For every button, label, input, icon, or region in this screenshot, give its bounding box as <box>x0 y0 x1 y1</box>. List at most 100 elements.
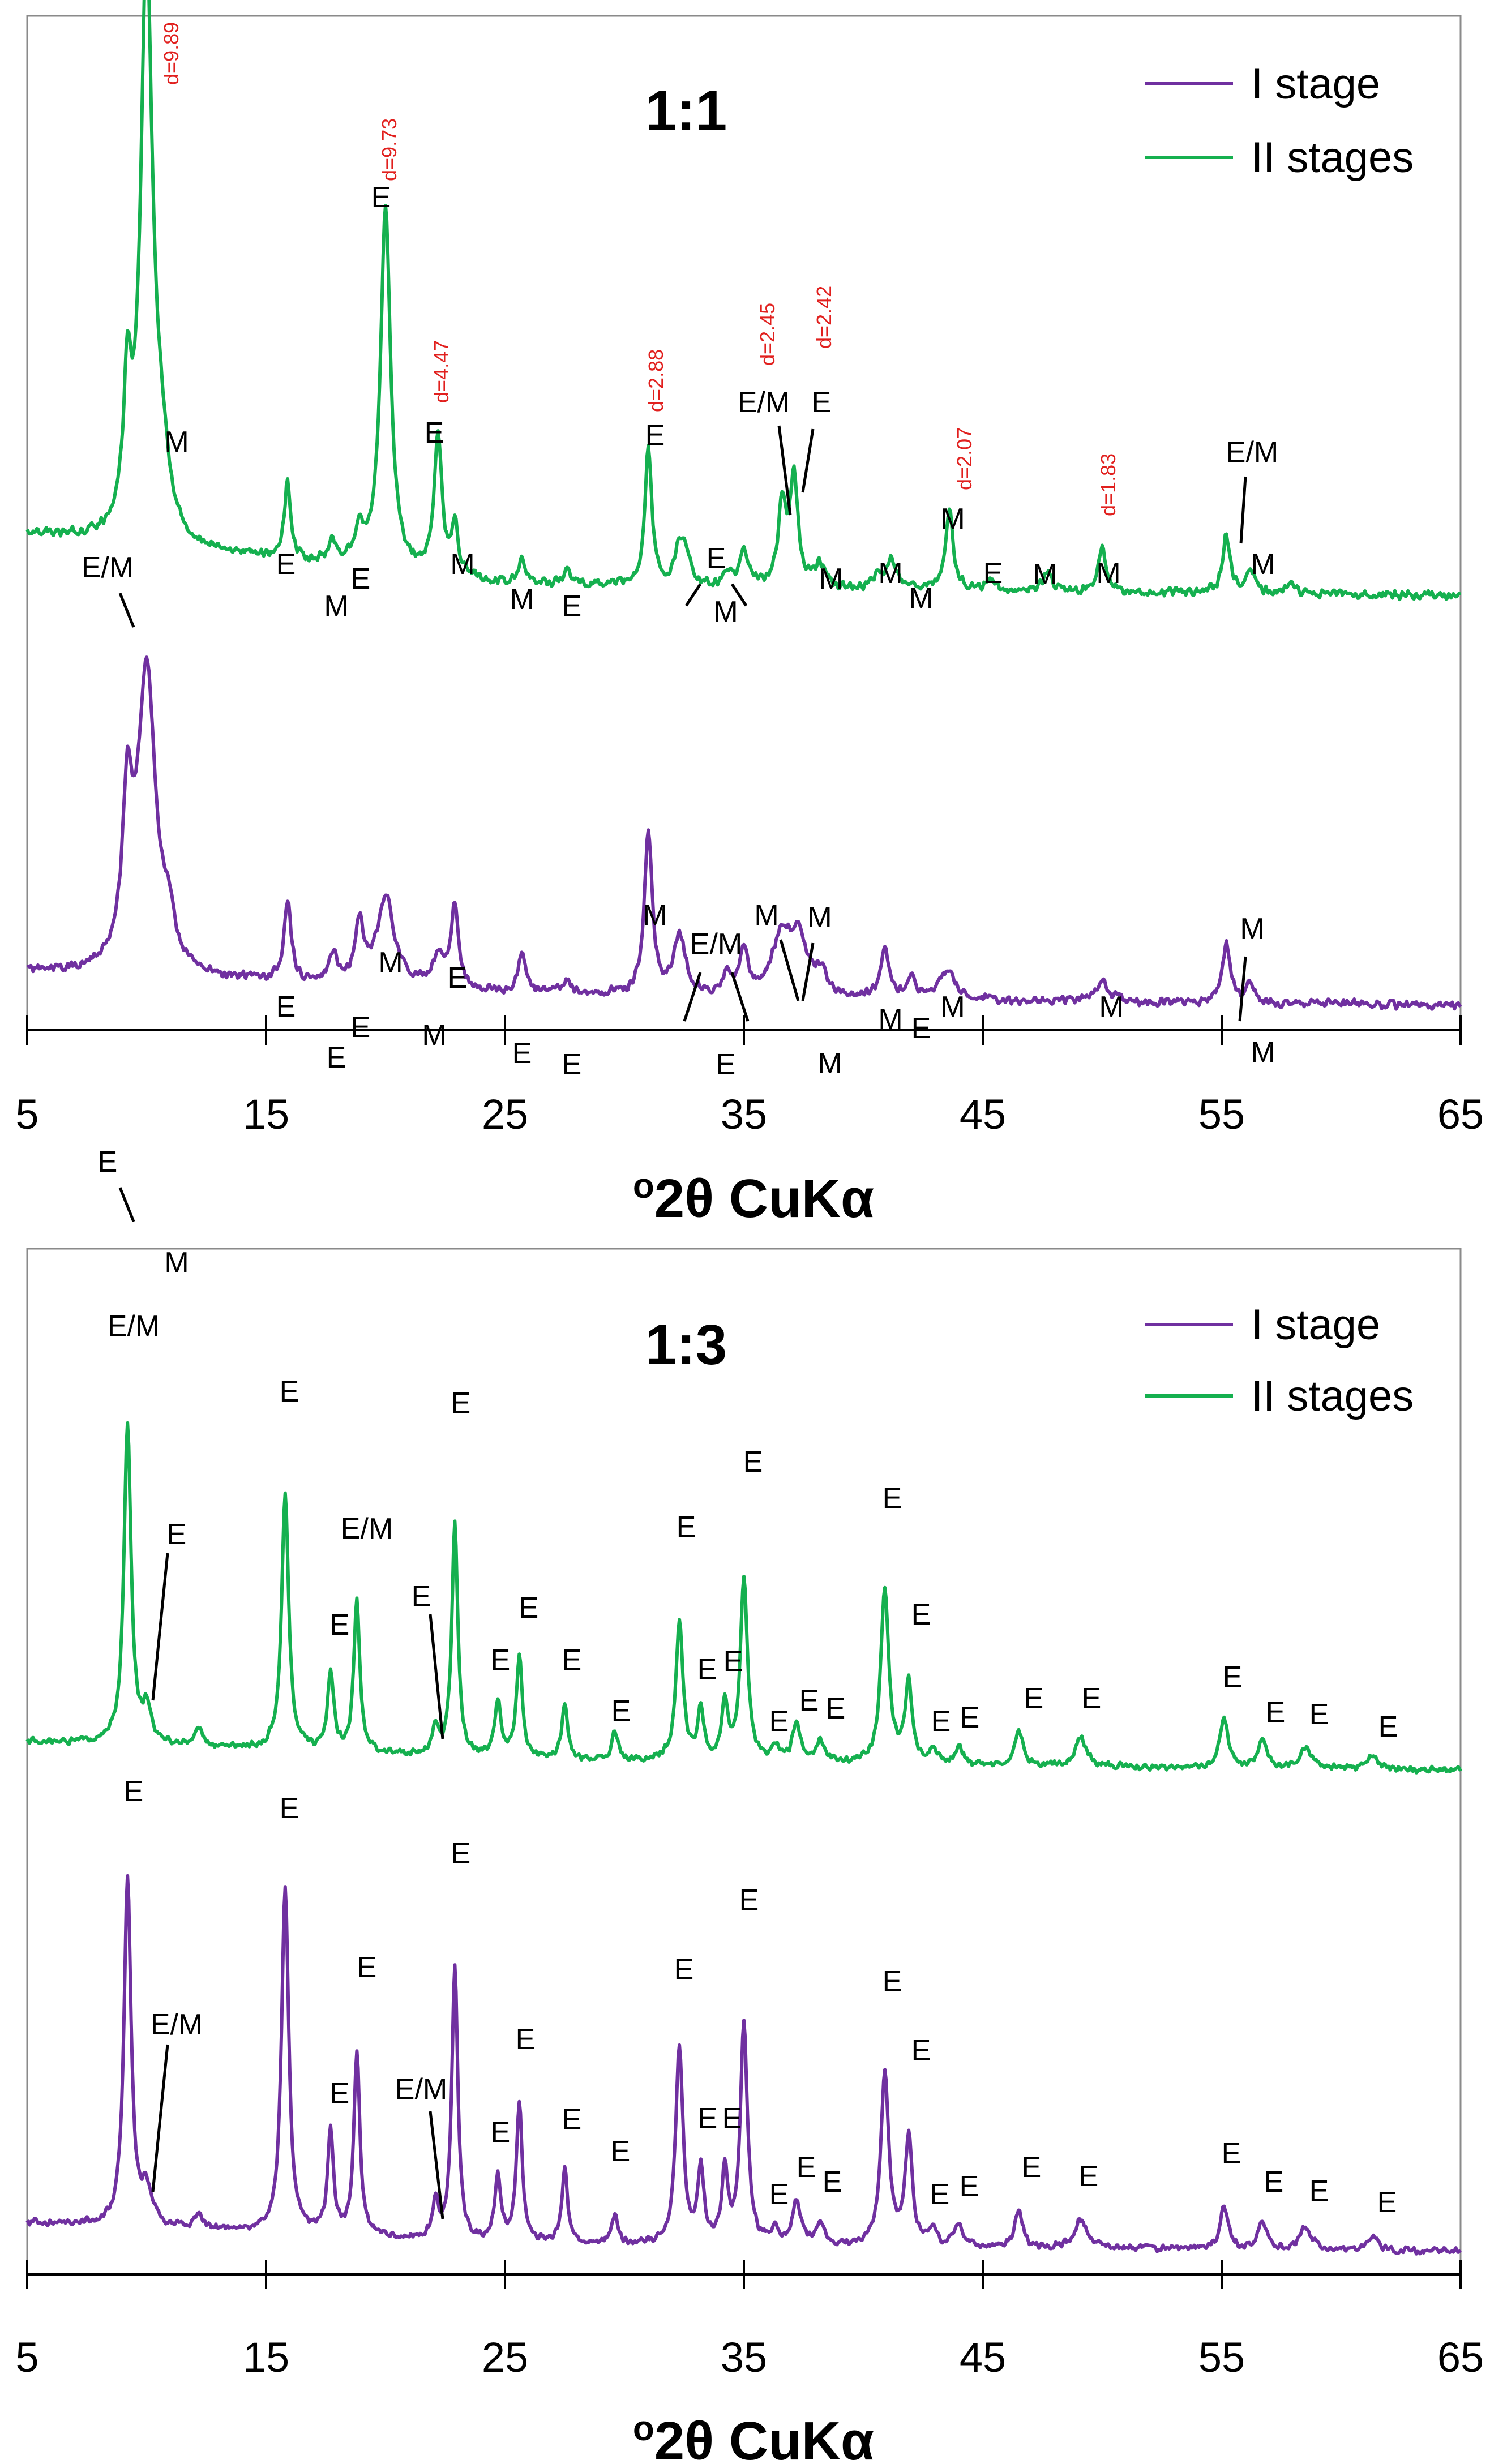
x-tick-label: 35 <box>721 1091 767 1138</box>
peak-phase-label: E <box>911 1599 931 1631</box>
peak-phase-label: E <box>1264 2166 1284 2199</box>
peak-phase-label: E <box>562 1644 582 1677</box>
label-leader-line <box>730 583 748 607</box>
peak-phase-label: E <box>1223 1661 1243 1694</box>
label-leader-line <box>1239 476 1247 544</box>
x-tick-label: 5 <box>15 1091 38 1138</box>
peak-phase-label: E <box>562 2103 582 2136</box>
peak-phase-label: M <box>940 503 965 535</box>
d-spacing-label: d=2.42 <box>812 286 836 349</box>
peak-phase-label: M <box>422 1019 446 1052</box>
label-leader-line <box>429 2111 444 2219</box>
peak-phase-label: E <box>448 962 468 995</box>
peak-phase-label: E <box>823 2166 842 2199</box>
peak-phase-label: E <box>1309 1698 1329 1731</box>
x-tick-label: 45 <box>960 1091 1006 1138</box>
peak-phase-label: E <box>1082 1682 1102 1715</box>
peak-phase-label: M <box>164 1246 189 1279</box>
peak-phase-label: M <box>1251 548 1275 581</box>
peak-phase-label: E <box>280 1792 299 1825</box>
peak-phase-label: E <box>1024 1682 1044 1715</box>
peak-phase-label: E <box>330 1609 350 1642</box>
peak-phase-label: E <box>491 2116 511 2149</box>
peak-phase-label: E <box>769 1705 789 1738</box>
series-line-stage1 <box>25 1874 1462 2256</box>
label-leader-line <box>118 1187 135 1222</box>
peak-phase-label: M <box>713 595 738 628</box>
x-tick-label: 25 <box>482 2334 528 2381</box>
degree-superscript: o <box>633 2409 654 2448</box>
legend-label-stage1: I stage <box>1251 60 1380 108</box>
peak-phase-label: E <box>276 991 296 1023</box>
peak-phase-label: E <box>519 1592 539 1625</box>
peak-phase-label: E <box>743 1446 763 1479</box>
d-spacing-label: d=2.07 <box>953 427 976 490</box>
degree-superscript: o <box>633 1167 654 1206</box>
peak-phase-label: E/M <box>341 1512 393 1545</box>
peak-phase-label: E <box>799 1685 819 1717</box>
peak-phase-label: M <box>164 426 189 458</box>
peak-phase-label: E <box>698 2102 718 2135</box>
d-spacing-label: d=2.88 <box>644 349 667 412</box>
peak-phase-label: E <box>1378 1711 1398 1743</box>
x-tick-label: 25 <box>482 1091 528 1138</box>
x-tick-label: 55 <box>1198 1091 1245 1138</box>
peak-phase-label: M <box>878 557 902 590</box>
peak-phase-label: E <box>516 2023 536 2056</box>
peak-phase-label: E <box>722 2102 742 2135</box>
peak-phase-label: E <box>883 1482 902 1515</box>
d-spacing-label: d=9.89 <box>160 22 183 85</box>
peak-phase-label: E <box>351 1011 371 1044</box>
peak-phase-label: M <box>643 899 667 932</box>
legend: I stage II stages <box>1145 60 1414 182</box>
x-tick-label: 15 <box>243 2334 289 2381</box>
label-leader-line <box>151 2044 169 2192</box>
peak-phase-label: E <box>931 1705 951 1738</box>
d-spacing-label: d=2.45 <box>756 303 779 366</box>
peak-phase-label: E <box>491 1644 511 1677</box>
peak-phase-label: E <box>739 1884 759 1917</box>
peak-phase-label: E <box>412 1580 431 1613</box>
peak-phase-label: E <box>674 1953 694 1986</box>
x-tick-label: 5 <box>15 2334 38 2381</box>
peak-phase-label: E <box>960 2170 979 2203</box>
peak-phase-label: E <box>276 548 296 581</box>
peak-phase-label: E <box>371 181 391 214</box>
peak-phase-label: E <box>167 1518 187 1551</box>
peak-phase-label: M <box>754 899 778 932</box>
xrd-panel-2: 5 15 25 35 45 55 65 o2θ CuKα 1:3 I stage II stages… <box>15 1248 1484 2464</box>
series-line-stage1 <box>26 655 1462 1011</box>
peak-phase-label: E/M <box>82 551 134 584</box>
label-leader-line <box>151 1553 169 1701</box>
peak-phase-label: E <box>716 1048 736 1081</box>
peak-phase-label: E/M <box>151 2008 203 2041</box>
peak-phase-label: E <box>911 1012 931 1045</box>
x-tick-label: 15 <box>243 1091 289 1138</box>
x-axis-title: o2θ CuKα <box>633 2409 874 2464</box>
label-leader-line <box>777 425 792 516</box>
legend-label-stage2: II stages <box>1251 134 1414 182</box>
peak-phase-label: M <box>1240 912 1264 945</box>
peak-phase-label: E <box>611 2135 631 2168</box>
peak-phase-label: M <box>1096 557 1120 590</box>
peak-phase-label: E <box>451 1837 471 1870</box>
peak-phase-label: E <box>797 2151 816 2184</box>
peak-phase-label: M <box>450 548 474 581</box>
label-leader-line <box>801 942 815 1001</box>
peak-phase-label: E <box>327 1042 346 1074</box>
peak-phase-label: E <box>98 1146 118 1179</box>
d-spacing-label: d=4.47 <box>430 340 453 403</box>
peak-phase-label: E <box>677 1511 696 1544</box>
x-tick-label: 35 <box>721 2334 767 2381</box>
peak-phase-label: M <box>940 991 965 1023</box>
peak-phase-label: E/M <box>108 1310 160 1343</box>
peak-phase-label: E <box>1309 2175 1329 2208</box>
x-axis-title: o2θ CuKα <box>633 1167 874 1229</box>
peak-phase-label: E <box>1377 2186 1397 2219</box>
peak-phase-label: E <box>1222 2137 1241 2170</box>
label-leader-line <box>730 972 750 1022</box>
label-leader-line <box>429 1614 444 1739</box>
d-spacing-label: d=9.73 <box>378 118 401 181</box>
peak-phase-label: E <box>124 1775 144 1808</box>
panel-title: 1:3 <box>645 1313 727 1377</box>
